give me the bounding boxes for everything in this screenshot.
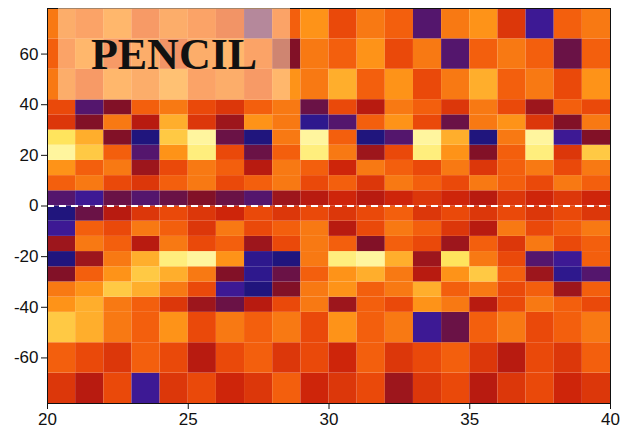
svg-text:-40: -40 (14, 298, 39, 317)
svg-text:20: 20 (20, 146, 39, 165)
svg-text:25: 25 (179, 410, 198, 429)
svg-text:35: 35 (460, 410, 479, 429)
svg-text:-20: -20 (14, 247, 39, 266)
html-text:PENCIL: PENCIL (90, 29, 258, 79)
svg-text:20: 20 (38, 410, 57, 429)
svg-text:-60: -60 (14, 348, 39, 367)
svg-text:40: 40 (20, 95, 39, 114)
svg-text:40: 40 (601, 410, 620, 429)
svg-text:60: 60 (20, 45, 39, 64)
svg-text:30: 30 (320, 410, 339, 429)
svg-text:0: 0 (29, 196, 38, 215)
